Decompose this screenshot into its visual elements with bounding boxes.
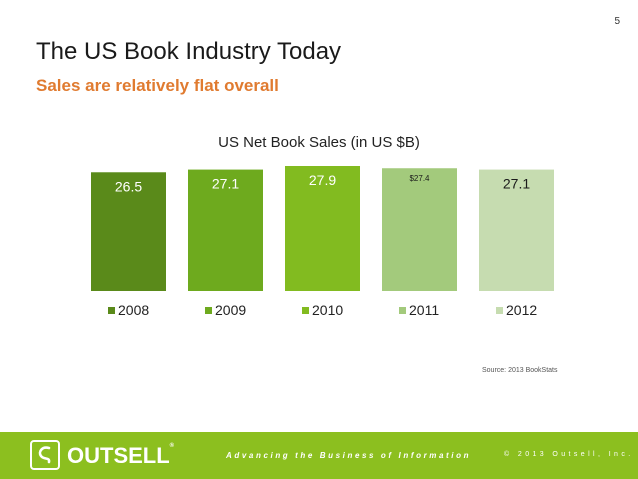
data-label-2009: 27.1 [212,176,239,192]
bar-2011 [382,168,457,291]
footer-tagline: Advancing the Business of Information [226,451,472,460]
slide-subtitle: Sales are relatively flat overall [36,76,279,95]
legend-swatch-2009 [205,307,212,314]
legend-swatch-2012 [496,307,503,314]
data-label-2010: 27.9 [309,172,336,188]
legend-label-2009: 2009 [215,302,246,318]
legend-label-2008: 2008 [118,302,149,318]
data-label-2011: $27.4 [409,174,430,183]
legend-label-2010: 2010 [312,302,343,318]
data-label-2012: 27.1 [503,176,530,192]
footer-copyright: © 2013 Outsell, Inc. [504,451,634,458]
sales-bar-chart: US Net Book Sales (in US $B) 26.5 2008 27.1… [91,134,554,318]
bar-2008 [91,172,166,291]
legend-label-2011: 2011 [409,302,439,318]
legend-swatch-2008 [108,307,115,314]
legend-swatch-2011 [399,307,406,314]
slide-title: The US Book Industry Today [36,38,342,65]
bar-2009 [188,169,263,291]
footer-bar: OUTSELL® Advancing the Business of Infor… [0,432,638,479]
page-number: 5 [614,16,620,27]
legend-swatch-2010 [302,307,309,314]
bar-2012 [479,169,554,291]
data-label-2008: 26.5 [115,178,142,194]
chart-title: US Net Book Sales (in US $B) [218,134,420,151]
outsell-logo-icon [30,440,60,470]
source-note: Source: 2013 BookStats [482,367,558,374]
logo-text: OUTSELL® [67,443,175,468]
legend-label-2012: 2012 [506,302,537,318]
bar-2010 [285,166,360,291]
